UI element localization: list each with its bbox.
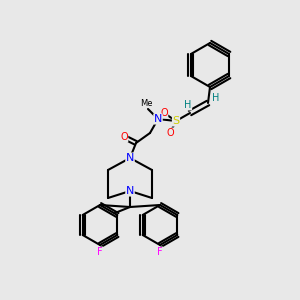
Text: N: N <box>154 114 162 124</box>
Text: O: O <box>160 108 168 118</box>
Text: O: O <box>120 132 128 142</box>
Text: H: H <box>212 93 220 103</box>
Text: F: F <box>97 247 103 257</box>
Text: N: N <box>126 153 134 163</box>
Text: H: H <box>184 100 192 110</box>
Text: N: N <box>126 186 134 196</box>
Text: Me: Me <box>140 98 152 107</box>
Text: S: S <box>172 116 180 126</box>
Text: O: O <box>166 128 174 138</box>
Text: F: F <box>157 247 163 257</box>
